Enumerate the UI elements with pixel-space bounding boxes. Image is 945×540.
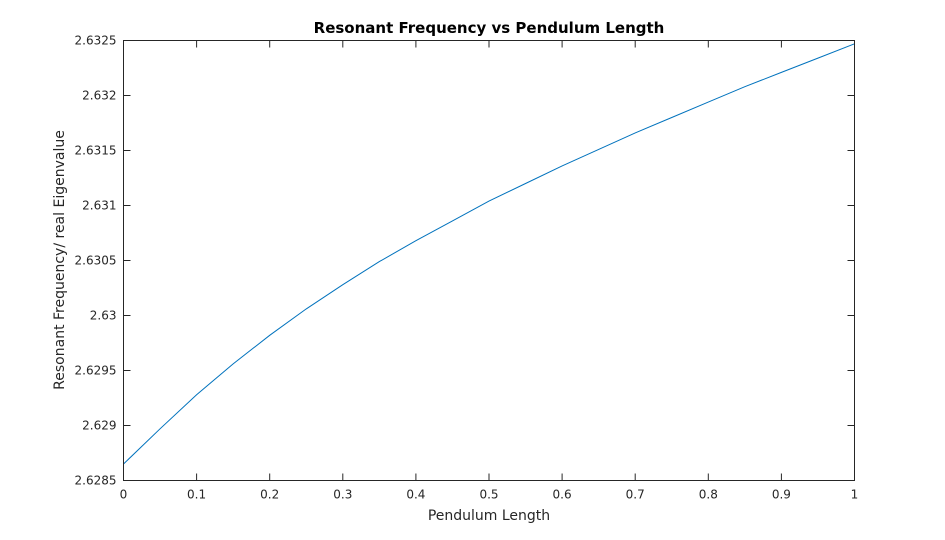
x-tick-label: 0.8: [699, 488, 718, 502]
x-tick-label: 0.5: [479, 488, 498, 502]
y-tick-label: 2.629: [82, 419, 116, 433]
x-tick-label: 0.4: [406, 488, 425, 502]
x-axis-ticks: 0 0.1 0.2 0.3 0.4 0.5 0.6 0.7 0.8 0.9 1: [120, 40, 859, 502]
y-axis-label: Resonant Frequency/ real Eigenvalue: [52, 130, 68, 390]
plot-area: 0 0.1 0.2 0.3 0.4 0.5 0.6 0.7 0.8 0.9 1 2.62852.62…: [75, 34, 859, 502]
series-layer: [123, 43, 855, 465]
x-tick-label: 0.7: [626, 488, 645, 502]
x-tick-label: 0.3: [333, 488, 352, 502]
series-line: [123, 43, 855, 465]
x-tick-label: 0.6: [553, 488, 572, 502]
y-tick-label: 2.6315: [75, 144, 117, 158]
y-tick-label: 2.6285: [75, 474, 117, 488]
chart-title: Resonant Frequency vs Pendulum Length: [314, 19, 665, 37]
axes-box: [123, 40, 855, 481]
x-tick-label: 0.1: [187, 488, 206, 502]
x-tick-label: 0: [120, 488, 128, 502]
x-tick-label: 1: [851, 488, 859, 502]
y-tick-label: 2.6305: [75, 254, 117, 268]
y-axis-ticks: 2.6285 2.629 2.6295 2.63 2.6305 2.631 2.6315 2.…: [75, 34, 855, 488]
y-tick-label: 2.632: [82, 89, 116, 103]
x-axis-label: Pendulum Length: [428, 508, 550, 524]
y-tick-label: 2.63: [90, 309, 117, 323]
y-tick-label: 2.6325: [75, 34, 117, 48]
x-tick-label: 0.9: [772, 488, 791, 502]
x-tick-label: 0.2: [260, 488, 279, 502]
y-tick-label: 2.631: [82, 199, 116, 213]
y-tick-label: 2.6295: [75, 364, 117, 378]
